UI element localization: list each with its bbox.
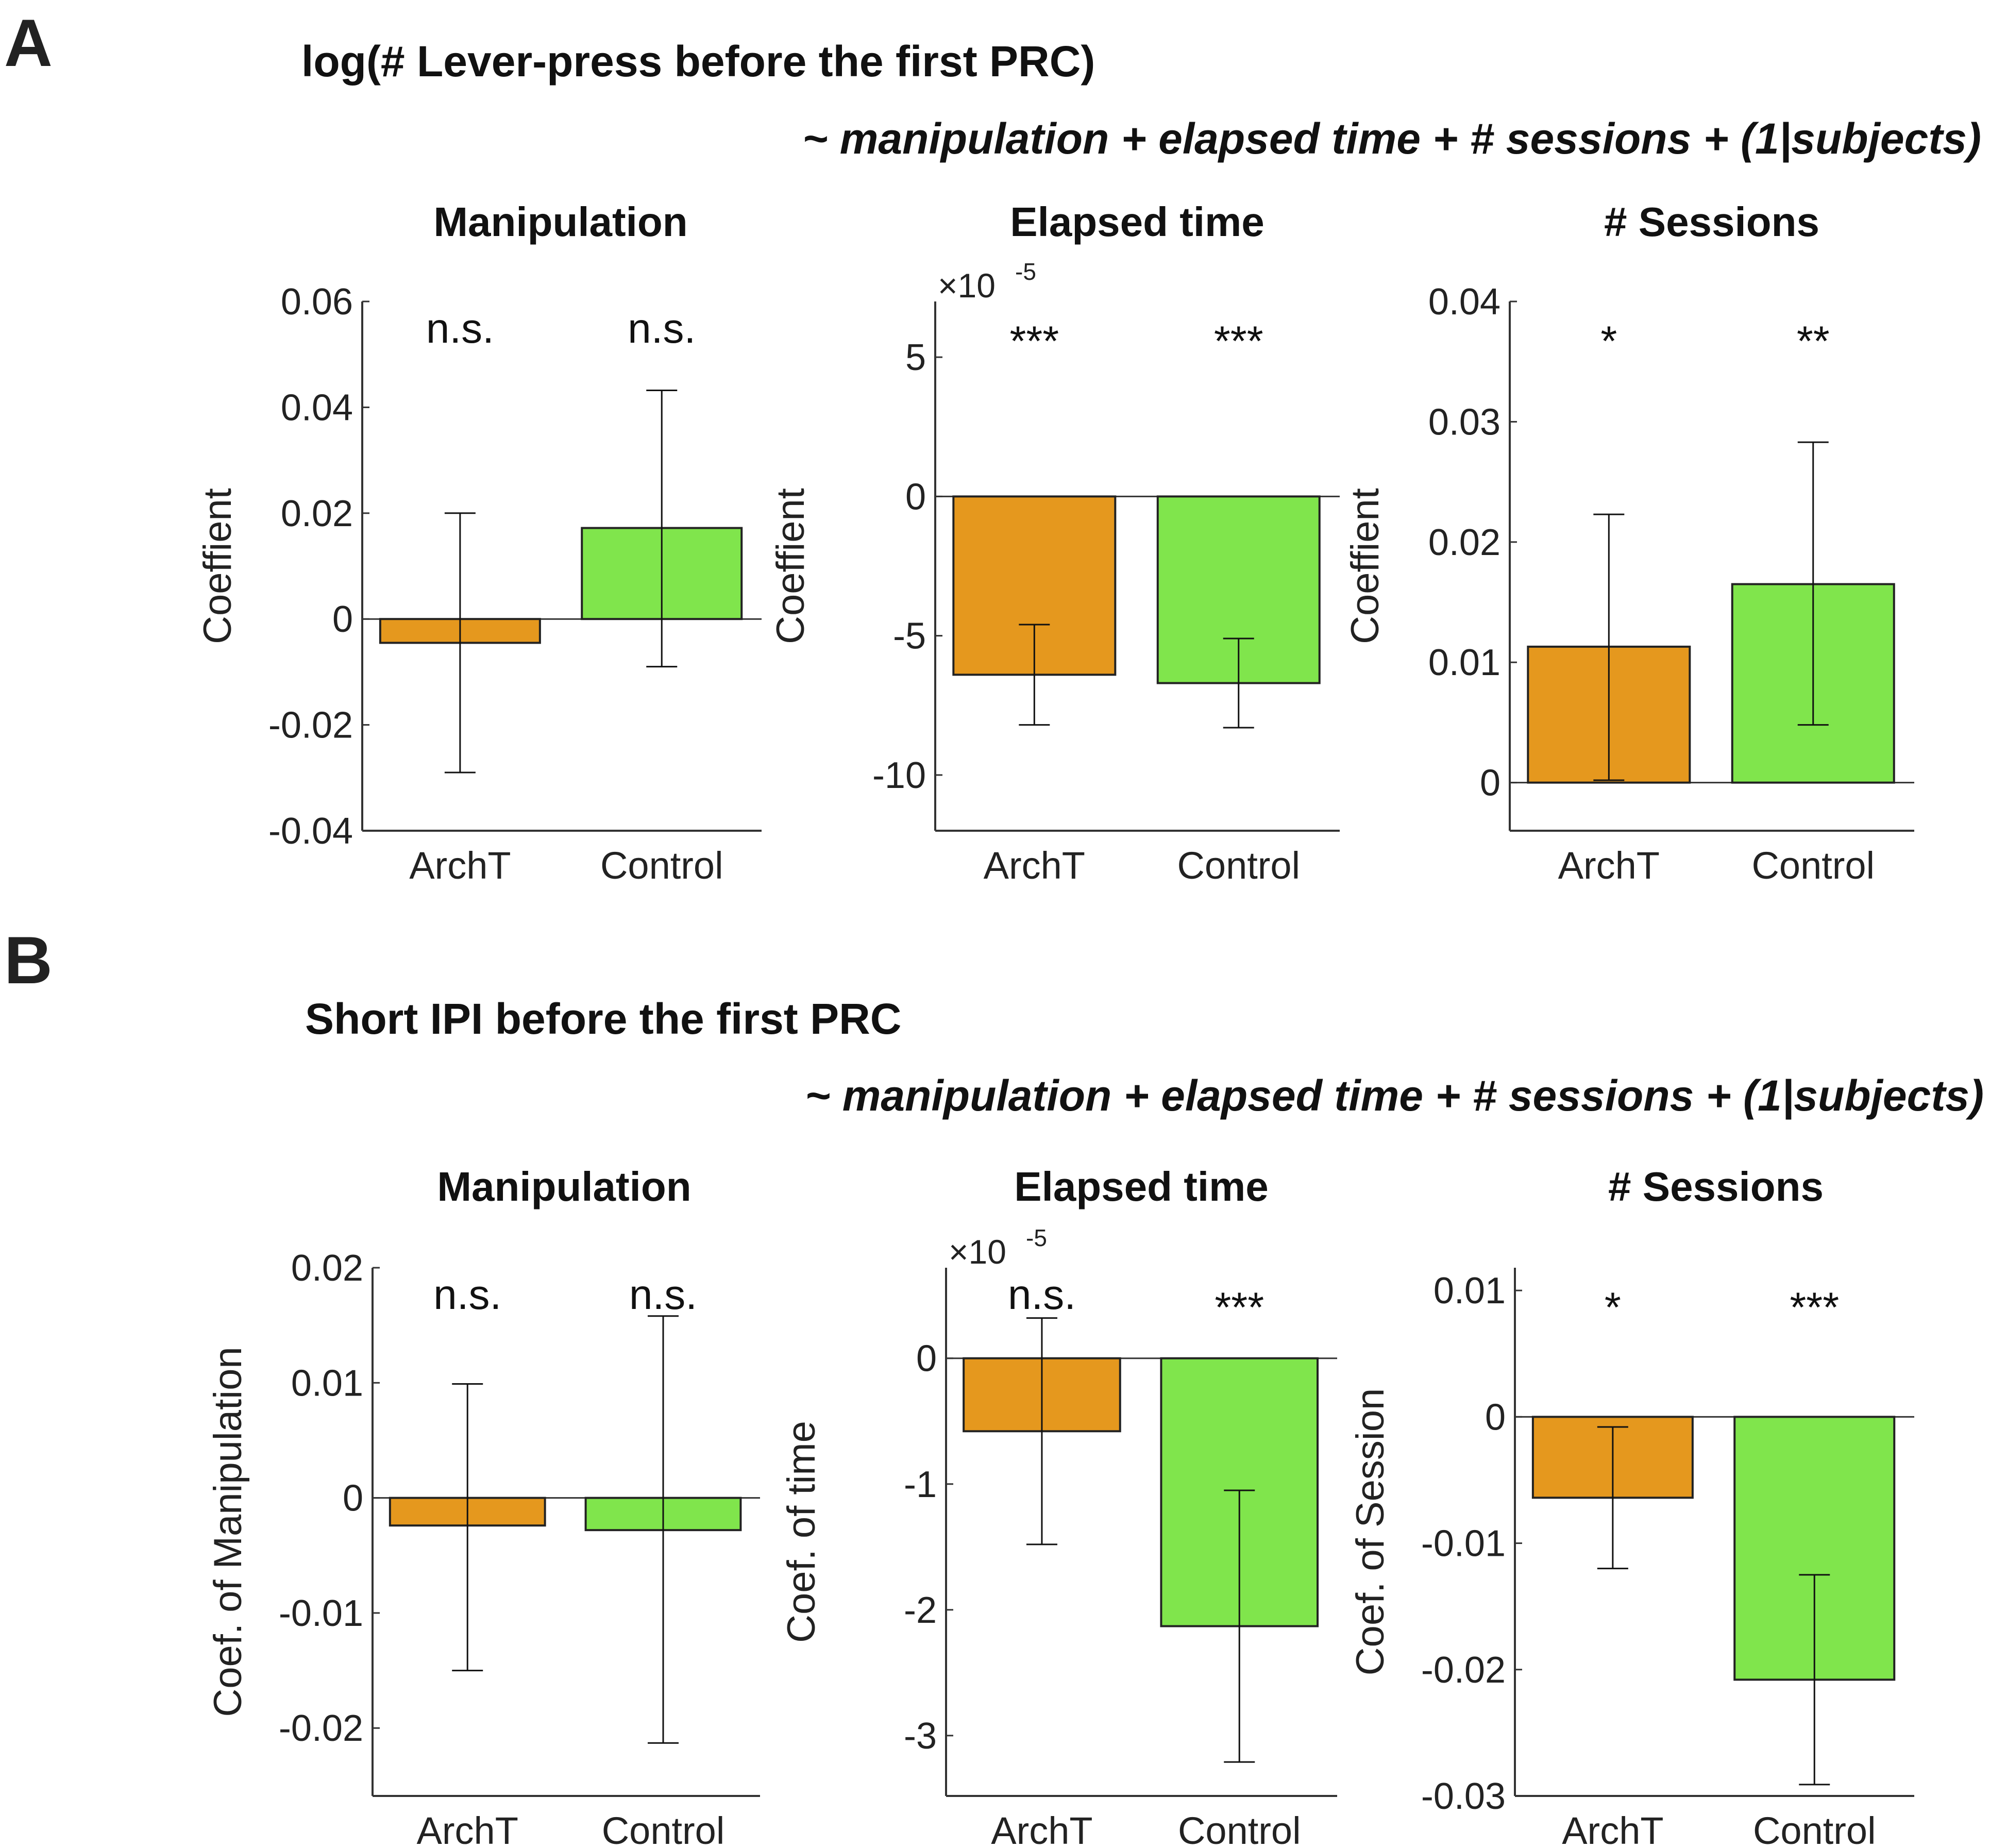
y-axis-label: Coeffient (1343, 488, 1387, 644)
y-axis-label: Coef. of Manipulation (206, 1347, 250, 1717)
x-tick-label-archt: ArchT (984, 844, 1085, 887)
y-tick-label: 0 (1485, 1397, 1506, 1438)
plot-title: Manipulation (433, 199, 687, 245)
scale-multiplier-label: ×10 (938, 266, 996, 305)
y-tick-label: 0.06 (281, 281, 353, 323)
y-tick-label: 0.03 (1428, 401, 1500, 443)
y-tick-label: 0.01 (1428, 642, 1500, 683)
y-tick-label: -0.02 (268, 705, 353, 746)
panel-a-letter: A (4, 5, 53, 80)
y-axis-label: Coef. of time (780, 1421, 823, 1643)
panel-a-formula: ~ manipulation + elapsed time + # sessio… (802, 114, 1981, 163)
y-tick-label: 0.02 (291, 1248, 363, 1289)
y-tick-label: -0.02 (1421, 1650, 1506, 1691)
y-tick-label: -3 (904, 1716, 937, 1757)
x-tick-label-control: Control (1753, 1809, 1876, 1848)
y-tick-label: 0 (332, 599, 353, 640)
significance-label-control: ** (1797, 318, 1830, 365)
x-tick-label-archt: ArchT (417, 1809, 518, 1848)
x-tick-label-archt: ArchT (1558, 844, 1660, 887)
y-tick-label: -5 (893, 616, 926, 657)
plot-a-manipulation: Manipulation -0.04 -0.02 0 0.02 0.04 0.06 Coeff… (196, 199, 762, 887)
y-tick-label: 0 (1480, 763, 1500, 804)
x-tick-label-control: Control (602, 1809, 725, 1848)
plot-b-sessions: # Sessions -0.03 -0.02 -0.01 0 0.01 Coef. of S… (1348, 1164, 1914, 1848)
scale-exponent-label: -5 (1015, 258, 1036, 285)
panel-b-letter: B (4, 922, 53, 998)
y-tick-label: 0 (916, 1338, 937, 1380)
x-tick-label-archt: ArchT (1562, 1809, 1663, 1848)
y-tick-label: -0.01 (279, 1593, 363, 1634)
significance-label-archt: n.s. (426, 305, 494, 352)
panel-b-formula: ~ manipulation + elapsed time + # sessio… (805, 1071, 1984, 1120)
y-tick-label: 0.01 (291, 1363, 363, 1404)
y-tick-label: -2 (904, 1590, 937, 1631)
y-axis-label: Coeffient (769, 488, 813, 644)
significance-label-control: n.s. (629, 1271, 697, 1318)
significance-label-archt: n.s. (1008, 1271, 1076, 1318)
y-axis-label: Coeffient (196, 488, 240, 644)
x-tick-label-control: Control (1177, 844, 1300, 887)
scale-exponent-label: -5 (1026, 1224, 1047, 1251)
significance-label-control: n.s. (628, 305, 696, 352)
y-tick-label: -1 (904, 1464, 937, 1505)
x-tick-label-archt: ArchT (409, 844, 511, 887)
y-tick-label: -0.04 (268, 811, 353, 852)
x-tick-label-archt: ArchT (991, 1809, 1092, 1848)
y-tick-label: -0.01 (1421, 1523, 1506, 1565)
significance-label-archt: *** (1009, 318, 1059, 365)
panel-b-heading: Short IPI before the first PRC (305, 995, 901, 1043)
plot-title: Manipulation (437, 1164, 691, 1209)
plot-b-elapsed-time: Elapsed time -3 -2 -1 0 Coef. of time ×10 -5 Arc… (780, 1164, 1337, 1848)
y-tick-label: 0.02 (1428, 522, 1500, 563)
significance-label-archt: * (1600, 318, 1617, 365)
x-tick-label-control: Control (1178, 1809, 1301, 1848)
plot-a-sessions: # Sessions 0 0.01 0.02 0.03 0.04 Coeffient Arch… (1343, 199, 1914, 887)
plot-title: Elapsed time (1014, 1164, 1269, 1209)
y-tick-label: 0.04 (1428, 281, 1500, 323)
significance-label-archt: n.s. (433, 1271, 501, 1318)
plot-title: Elapsed time (1010, 199, 1264, 245)
y-tick-label: 0 (343, 1478, 363, 1519)
y-tick-label: 0 (905, 476, 926, 517)
y-tick-label: 0.01 (1434, 1270, 1506, 1312)
significance-label-control: *** (1215, 1284, 1264, 1331)
y-tick-label: -10 (872, 755, 926, 796)
panel-a-heading: log(# Lever-press before the first PRC) (301, 37, 1095, 86)
y-axis-label: Coef. of Session (1348, 1388, 1392, 1676)
x-tick-label-control: Control (600, 844, 723, 887)
x-tick-label-control: Control (1751, 844, 1875, 887)
y-tick-label: -0.03 (1421, 1776, 1506, 1817)
significance-label-control: *** (1214, 318, 1263, 365)
scale-multiplier-label: ×10 (949, 1233, 1006, 1271)
y-tick-label: 0.02 (281, 493, 353, 534)
y-tick-label: -0.02 (279, 1708, 363, 1749)
plot-title: # Sessions (1604, 199, 1819, 245)
significance-label-control: *** (1790, 1284, 1839, 1331)
plot-b-manipulation: Manipulation -0.02 -0.01 0 0.01 0.02 Coef. of … (206, 1164, 760, 1848)
y-tick-label: 0.04 (281, 387, 353, 428)
plot-title: # Sessions (1608, 1164, 1824, 1209)
y-tick-label: 5 (905, 337, 926, 378)
plot-a-elapsed-time: Elapsed time -10 -5 0 5 Coeffient ×10 -5 ArchT **… (769, 199, 1340, 887)
significance-label-archt: * (1605, 1284, 1621, 1331)
